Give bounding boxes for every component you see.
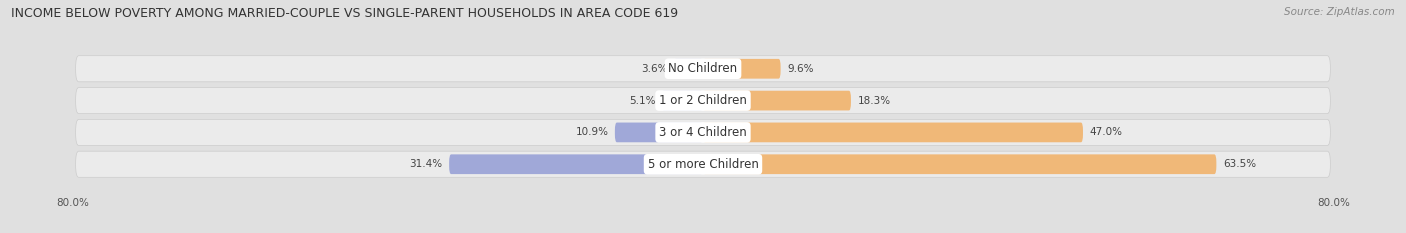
Text: 5.1%: 5.1% <box>628 96 655 106</box>
FancyBboxPatch shape <box>662 91 703 110</box>
FancyBboxPatch shape <box>614 123 703 142</box>
Text: Source: ZipAtlas.com: Source: ZipAtlas.com <box>1284 7 1395 17</box>
Text: 9.6%: 9.6% <box>787 64 814 74</box>
FancyBboxPatch shape <box>673 59 703 79</box>
Text: 5 or more Children: 5 or more Children <box>648 158 758 171</box>
Text: 80.0%: 80.0% <box>1317 198 1350 208</box>
Text: 10.9%: 10.9% <box>575 127 609 137</box>
FancyBboxPatch shape <box>76 119 1330 145</box>
FancyBboxPatch shape <box>703 154 1216 174</box>
Text: 3.6%: 3.6% <box>641 64 668 74</box>
Text: 31.4%: 31.4% <box>409 159 443 169</box>
Text: 3 or 4 Children: 3 or 4 Children <box>659 126 747 139</box>
FancyBboxPatch shape <box>703 123 1083 142</box>
FancyBboxPatch shape <box>76 151 1330 177</box>
FancyBboxPatch shape <box>449 154 703 174</box>
Text: 63.5%: 63.5% <box>1223 159 1256 169</box>
Text: 18.3%: 18.3% <box>858 96 890 106</box>
FancyBboxPatch shape <box>703 91 851 110</box>
Text: 1 or 2 Children: 1 or 2 Children <box>659 94 747 107</box>
FancyBboxPatch shape <box>76 56 1330 82</box>
Text: No Children: No Children <box>668 62 738 75</box>
FancyBboxPatch shape <box>76 88 1330 114</box>
Text: INCOME BELOW POVERTY AMONG MARRIED-COUPLE VS SINGLE-PARENT HOUSEHOLDS IN AREA CO: INCOME BELOW POVERTY AMONG MARRIED-COUPL… <box>11 7 678 20</box>
FancyBboxPatch shape <box>703 59 780 79</box>
Text: 80.0%: 80.0% <box>56 198 89 208</box>
Text: 47.0%: 47.0% <box>1090 127 1122 137</box>
